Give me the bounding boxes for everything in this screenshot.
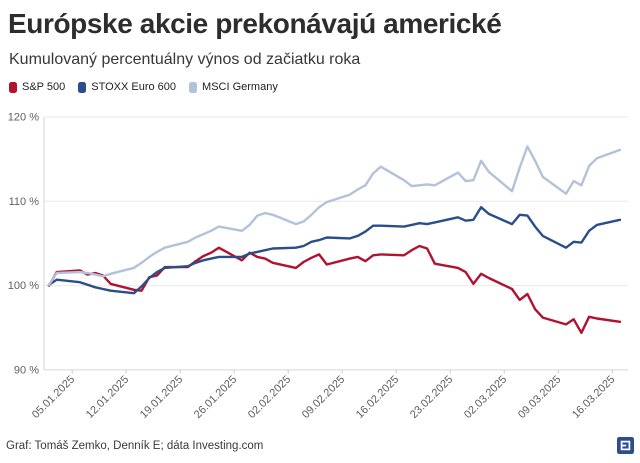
footer: Graf: Tomáš Zemko, Denník E; dáta Invest…	[6, 437, 634, 454]
legend-item-1: STOXX Euro 600	[78, 81, 176, 93]
x-axis-label: 05.01.2025	[30, 374, 77, 421]
chart-svg: 90 %100 %110 %120 %05.01.2025 12.01.2025 1…	[8, 112, 628, 421]
legend-item-0: S&P 500	[9, 81, 65, 93]
series-line-2	[47, 145, 622, 287]
credit-text: Graf: Tomáš Zemko, Denník E; dáta Invest…	[6, 439, 264, 452]
legend-swatch-icon	[189, 81, 198, 93]
y-axis-label: 110 %	[9, 196, 40, 208]
y-axis-label: 120 %	[8, 112, 39, 124]
x-axis-label: 12.01.2025	[84, 374, 131, 421]
chart-subtitle: Kumulovaný percentuálny výnos od začiatk…	[9, 51, 361, 68]
x-axis-label: 26.01.2025	[192, 374, 239, 421]
legend-item-2: MSCI Germany	[189, 81, 278, 93]
x-axis-label: 09.03.2025	[516, 374, 563, 421]
x-axis-label: 23.02.2025	[408, 374, 455, 421]
page-title: Európske akcie prekonávajú americké	[8, 8, 502, 39]
legend-label: MSCI Germany	[202, 81, 278, 93]
gridlines: 90 % 100 % 110 % 120 %	[8, 112, 628, 376]
legend-label: STOXX Euro 600	[91, 81, 177, 93]
x-axis-label: 16.03.2025	[570, 374, 617, 421]
x-axis-label: 16.02.2025	[354, 374, 401, 421]
series-line-1	[47, 205, 622, 295]
x-axis: 05.01.2025 12.01.2025 19.01.2025 26.01.2025…	[30, 369, 617, 421]
x-axis-label: 02.03.2025	[462, 374, 509, 421]
series-line-0	[47, 244, 622, 335]
chart-legend: S&P 500 STOXX Euro 600 MSCI Germany	[9, 81, 278, 93]
y-axis-label: 100 %	[8, 280, 39, 292]
x-axis-label: 19.01.2025	[138, 374, 185, 421]
legend-swatch-icon	[9, 81, 17, 93]
dennik-e-logo-icon	[617, 437, 634, 454]
chart-area: 90 % 100 % 110 % 120 % 05.01.2025 12.01.2025 1…	[0, 100, 640, 430]
legend-swatch-icon	[78, 81, 87, 93]
y-axis-label: 90 %	[14, 364, 39, 376]
legend-label: S&P 500	[22, 81, 66, 93]
x-axis-label: 02.02.2025	[246, 374, 293, 421]
x-axis-label: 09.02.2025	[300, 374, 347, 421]
